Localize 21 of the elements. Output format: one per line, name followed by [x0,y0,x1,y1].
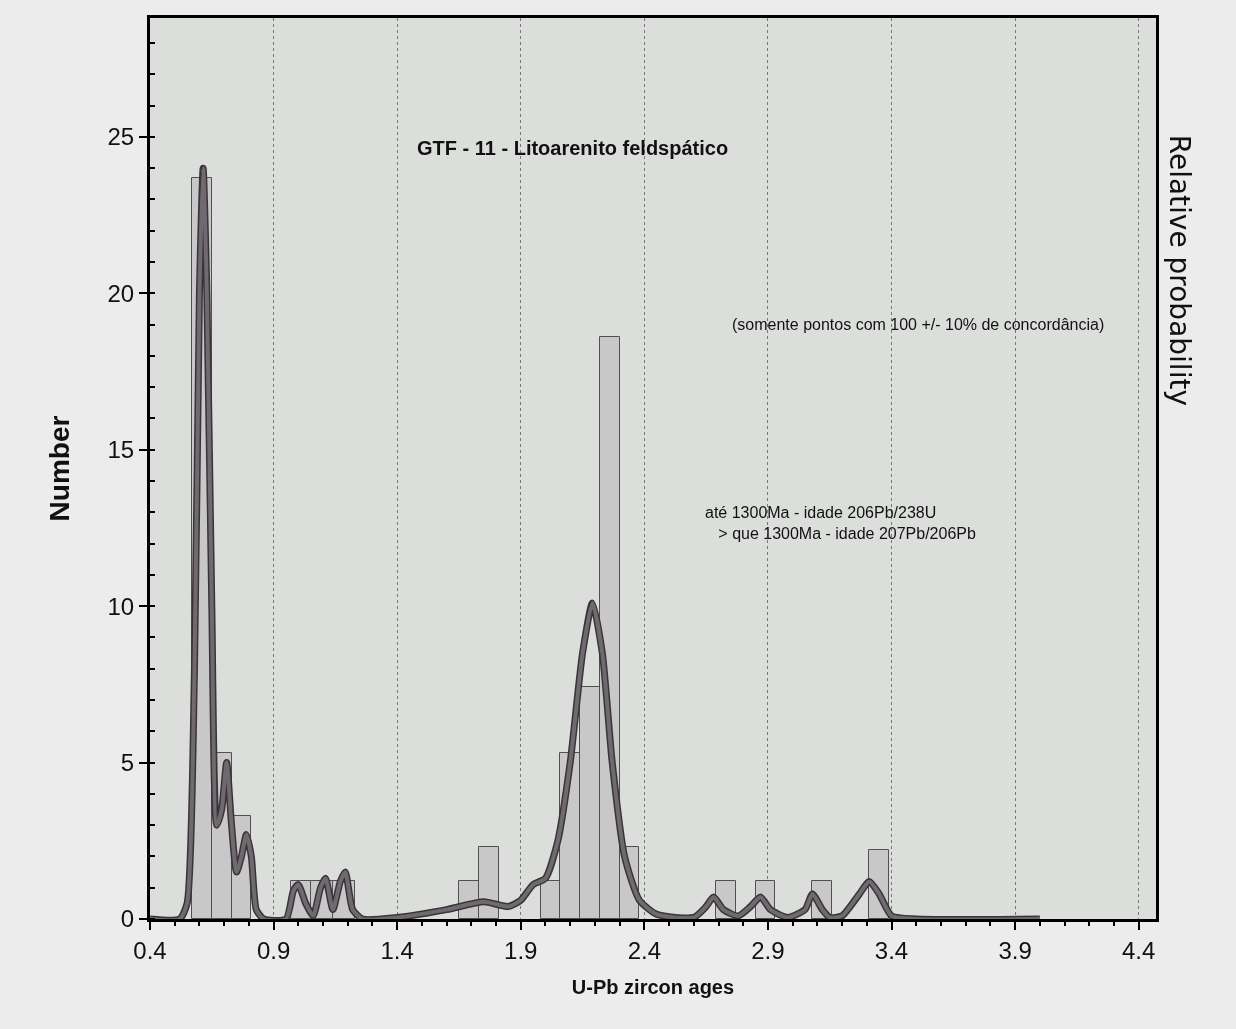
text: GTF - 11 - Litoarenito feldspático [417,137,729,159]
x-tick-label: 1.9 [504,936,538,964]
x-tick-label: 1.4 [380,936,414,964]
x-axis-title: U-Pb zircon ages [571,976,735,999]
y-tick-label: 20 [107,279,135,307]
annotation: até 1300Ma - idade 206Pb/238U > que 1300Ma - idade 207Pb/206Pb [705,504,976,542]
x-tick-label: 0.9 [256,936,291,964]
x-tick-label: 2.9 [751,936,785,964]
annotation: (somente pontos com 100 +/- 10% de concordância) [732,316,1105,333]
x-tick-label: 2.4 [627,936,662,964]
y-tick-label: 5 [120,748,135,776]
y-tick-label: 15 [107,436,135,464]
x-tick-label: 3.4 [874,936,909,964]
x-tick-label: 0.4 [133,936,167,964]
y-tick-label: 10 [107,592,135,620]
x-tick-label: 4.4 [1122,936,1156,964]
y-tick-label: 25 [107,123,135,151]
y2-axis-title: Relative probability [1162,134,1196,406]
x-tick-label: 3.9 [998,936,1032,964]
y-tick-label: 0 [120,905,135,933]
y-axis-title: Number [44,415,76,522]
